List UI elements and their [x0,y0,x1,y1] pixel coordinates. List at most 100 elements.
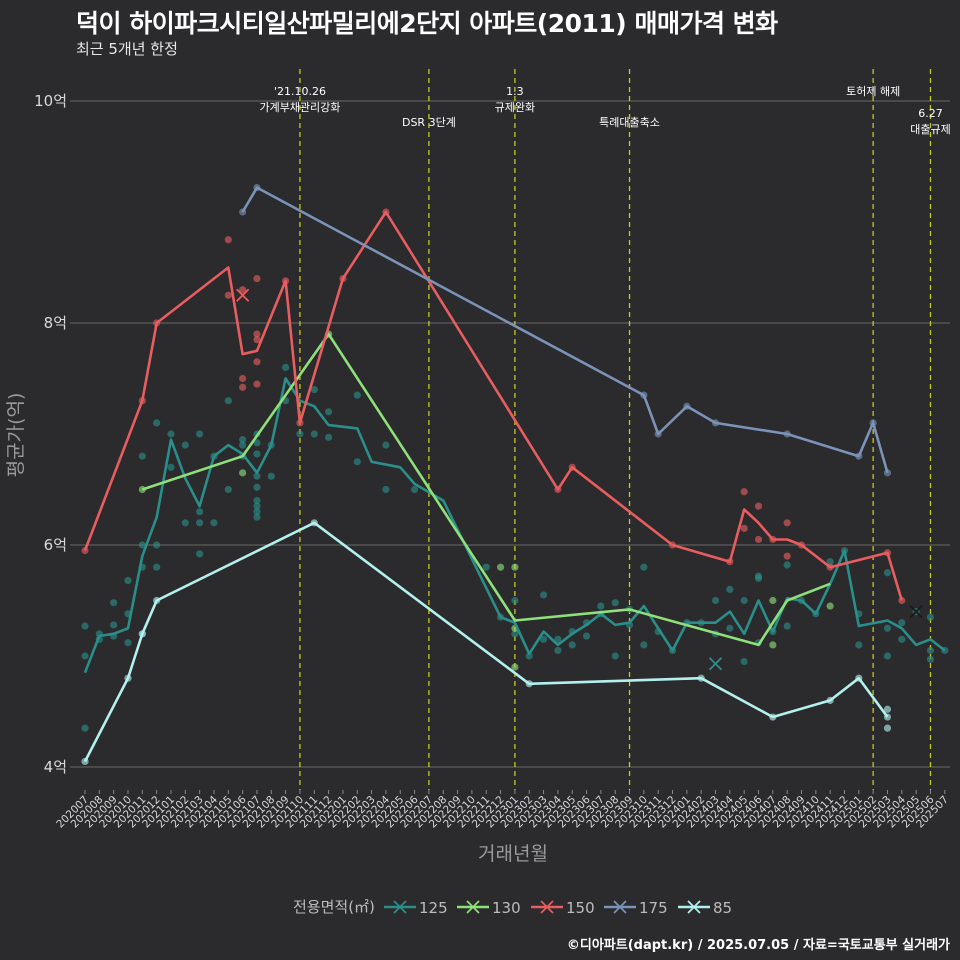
point-125 [310,386,318,394]
cross-150 [235,288,250,302]
cross-125 [708,657,723,671]
point-125 [382,485,390,494]
point-125 [855,641,863,649]
chart-caption: ©디아파트(dapt.kr) / 2025.07.05 / 자료=국토교통부 실… [566,938,950,953]
point-125 [253,439,261,447]
point-130 [769,641,777,649]
point-125 [611,599,619,607]
point-85 [883,724,892,732]
legend-swatch-cross [466,900,480,914]
legend-swatch-cross [613,900,627,914]
point-125 [898,619,906,627]
point-125 [783,561,791,569]
point-125 [181,519,189,527]
point-125 [167,463,175,471]
point-125 [253,508,261,516]
point-125 [883,652,892,660]
point-125 [253,472,261,480]
point-125 [353,391,361,399]
point-125 [282,363,290,371]
line-175 [241,186,889,474]
legend-swatch-cross [540,900,554,914]
point-150 [239,383,247,391]
point-125 [138,452,146,460]
point-125 [181,441,189,449]
point-125 [239,435,247,444]
point-125 [224,397,232,405]
point-150 [754,535,763,544]
point-125 [726,624,734,632]
point-125 [310,430,318,438]
point-125 [81,724,89,732]
point-130 [826,602,834,610]
point-125 [81,622,89,630]
point-125 [110,621,118,629]
point-125 [582,632,591,640]
point-125 [554,635,562,643]
event-label: 규제완화 [495,101,535,114]
point-150 [253,336,261,344]
legend-item-85: 85 [678,899,732,917]
point-125 [138,541,146,549]
legend-item-130: 130 [457,899,521,917]
point-125 [153,541,161,549]
point-125 [826,558,834,566]
point-125 [253,483,261,491]
y-axis-title: 평균가(억) [5,393,27,478]
point-125 [640,563,648,571]
point-125 [124,639,132,647]
point-125 [253,502,261,510]
legend-label: 130 [492,899,521,917]
point-85 [883,705,892,713]
point-150 [239,286,247,294]
point-125 [511,596,519,605]
cross-stroke [909,604,923,619]
point-150 [754,502,763,510]
legend-swatch-cross [687,900,701,914]
point-150 [253,330,261,338]
point-125 [382,441,390,449]
legend-item-150: 150 [531,899,595,917]
legend-label: 175 [639,899,668,917]
point-125 [740,596,748,605]
point-150 [783,519,791,527]
event-label: '21.10.26 [274,85,326,98]
point-125 [196,550,204,558]
legend-item-175: 175 [604,899,668,917]
point-125 [883,569,892,577]
point-150 [253,380,261,388]
cross-175 [909,604,923,619]
point-125 [224,485,232,494]
event-label: 특례대출축소 [599,116,660,129]
point-125 [926,646,935,655]
point-125 [210,519,218,527]
point-150 [239,374,247,383]
point-125 [196,508,204,516]
point-125 [640,641,648,649]
point-125 [525,652,533,660]
legend: 전용면적(㎡) 125 130 150 175 85 [293,898,732,917]
point-125 [253,513,261,521]
point-130 [496,563,505,571]
point-125 [110,599,118,607]
point-125 [410,485,419,494]
legend-label: 85 [713,899,732,917]
point-125 [81,652,89,660]
event-label: 1.3 [506,85,524,98]
point-125 [296,430,304,438]
point-130 [769,596,777,605]
point-130 [511,663,519,671]
point-125 [196,519,204,527]
event-label: 대출규제 [910,123,950,136]
point-125 [539,635,548,643]
point-125 [611,652,619,660]
series-crosses [235,288,923,671]
point-125 [883,624,892,632]
x-axis-title: 거래년월 [478,843,548,865]
point-150 [224,236,232,244]
point-125 [597,602,605,610]
event-label: DSR 3단계 [402,116,456,129]
chart-subtitle: 최근 5개년 한정 [76,40,178,58]
line-130 [141,332,831,647]
